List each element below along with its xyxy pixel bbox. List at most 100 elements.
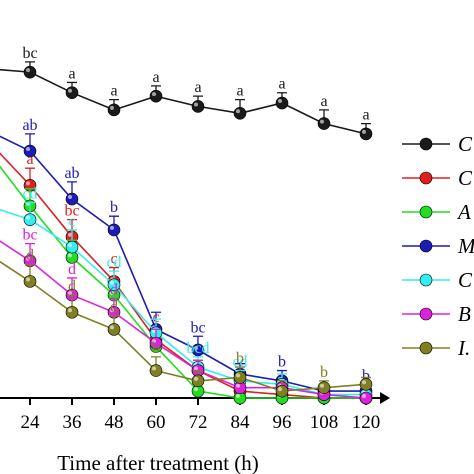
legend-item: C bbox=[402, 268, 473, 292]
data-point-highlight bbox=[26, 147, 30, 152]
data-point-highlight bbox=[362, 380, 366, 385]
legend-marker bbox=[419, 171, 433, 185]
significance-label: d bbox=[26, 247, 34, 264]
legend-marker bbox=[419, 205, 433, 219]
data-point bbox=[107, 323, 121, 336]
data-point-highlight bbox=[110, 291, 114, 296]
x-tick-label: 120 bbox=[352, 412, 381, 433]
significance-label: a bbox=[236, 83, 243, 100]
significance-label: b bbox=[362, 367, 370, 384]
legend-item: C bbox=[402, 132, 473, 156]
legend-marker bbox=[419, 239, 433, 253]
data-point bbox=[65, 192, 79, 206]
legend-marker bbox=[419, 273, 433, 287]
data-point-highlight bbox=[26, 215, 30, 220]
series-0: bc a a a a a a a a bbox=[0, 45, 373, 141]
significance-label: b bbox=[320, 364, 328, 381]
data-point-highlight bbox=[26, 181, 30, 186]
legend-label: C bbox=[458, 132, 473, 156]
data-point-highlight bbox=[278, 387, 282, 392]
legend-item: C bbox=[402, 166, 473, 190]
x-tick-label: 72 bbox=[189, 412, 208, 433]
significance-label: cd bbox=[106, 254, 121, 271]
significance-label: d bbox=[68, 278, 76, 295]
data-point bbox=[275, 96, 289, 110]
legend-label: B bbox=[458, 302, 471, 326]
data-point-highlight bbox=[68, 243, 72, 248]
data-point bbox=[359, 127, 373, 141]
significance-label: b bbox=[152, 340, 160, 357]
data-point-highlight bbox=[152, 366, 156, 371]
significance-label: bc bbox=[22, 45, 37, 62]
data-point-highlight bbox=[194, 102, 198, 107]
significance-label: cd bbox=[232, 354, 247, 371]
data-point bbox=[191, 374, 205, 388]
x-axis-arrow bbox=[380, 392, 390, 404]
significance-label: b bbox=[278, 354, 286, 371]
data-point bbox=[107, 103, 121, 117]
data-point bbox=[23, 213, 37, 226]
significance-label: a bbox=[278, 76, 285, 93]
data-point bbox=[359, 377, 373, 391]
data-point bbox=[191, 100, 205, 113]
significance-label: a bbox=[26, 151, 33, 168]
axes: 24 36 48 60 72 84 96 108 120 Time after treatmen… bbox=[0, 392, 390, 474]
significance-label: d bbox=[110, 282, 118, 299]
significance-label: bc bbox=[64, 203, 79, 220]
legend-label: M bbox=[457, 234, 474, 258]
data-point bbox=[233, 107, 247, 120]
data-point-highlight bbox=[194, 345, 198, 350]
data-point bbox=[23, 275, 37, 288]
legend-label: C bbox=[458, 166, 473, 190]
data-point-highlight bbox=[194, 366, 198, 371]
significance-label: a bbox=[320, 93, 327, 110]
data-point-highlight bbox=[362, 129, 366, 134]
data-point-highlight bbox=[320, 383, 324, 388]
x-tick-label: 48 bbox=[105, 412, 124, 433]
series-line bbox=[0, 68, 367, 135]
legend-label: C bbox=[458, 268, 473, 292]
significance-label: bc bbox=[190, 319, 205, 336]
data-point-highlight bbox=[362, 394, 366, 398]
data-point bbox=[107, 223, 121, 237]
significance-label: bcd bbox=[186, 340, 209, 357]
data-point-highlight bbox=[110, 308, 114, 313]
significance-label: c bbox=[68, 213, 75, 230]
x-tick-label: 108 bbox=[310, 412, 339, 433]
data-point bbox=[149, 364, 163, 377]
significance-label: a bbox=[194, 79, 201, 96]
data-point-highlight bbox=[236, 394, 240, 398]
data-point-highlight bbox=[194, 376, 198, 381]
data-point-highlight bbox=[110, 325, 114, 330]
data-point-highlight bbox=[68, 232, 72, 237]
legend-label: I. bbox=[457, 336, 470, 360]
data-point-highlight bbox=[110, 105, 114, 110]
data-point-highlight bbox=[194, 387, 198, 392]
legend-item: M bbox=[402, 234, 474, 258]
data-point bbox=[23, 65, 37, 79]
data-point bbox=[317, 381, 331, 395]
series-line bbox=[0, 260, 367, 392]
significance-label: ab bbox=[22, 117, 37, 134]
x-tick-label: 24 bbox=[21, 412, 41, 433]
legend-item: B bbox=[402, 302, 471, 326]
significance-label: d bbox=[68, 261, 76, 278]
legend-item: I. bbox=[402, 336, 470, 360]
significance-label: a bbox=[362, 107, 369, 124]
legend-marker bbox=[419, 341, 433, 355]
data-point-highlight bbox=[320, 119, 324, 124]
x-axis-title: Time after treatment (h) bbox=[57, 451, 259, 474]
significance-label: a bbox=[152, 69, 159, 86]
series-line bbox=[0, 152, 366, 399]
x-tick-label: 36 bbox=[63, 412, 82, 433]
data-point-highlight bbox=[152, 339, 156, 344]
data-point-highlight bbox=[110, 225, 114, 230]
data-point bbox=[23, 144, 37, 158]
data-point-highlight bbox=[236, 373, 240, 378]
data-point bbox=[149, 89, 163, 103]
data-point-highlight bbox=[26, 256, 30, 261]
